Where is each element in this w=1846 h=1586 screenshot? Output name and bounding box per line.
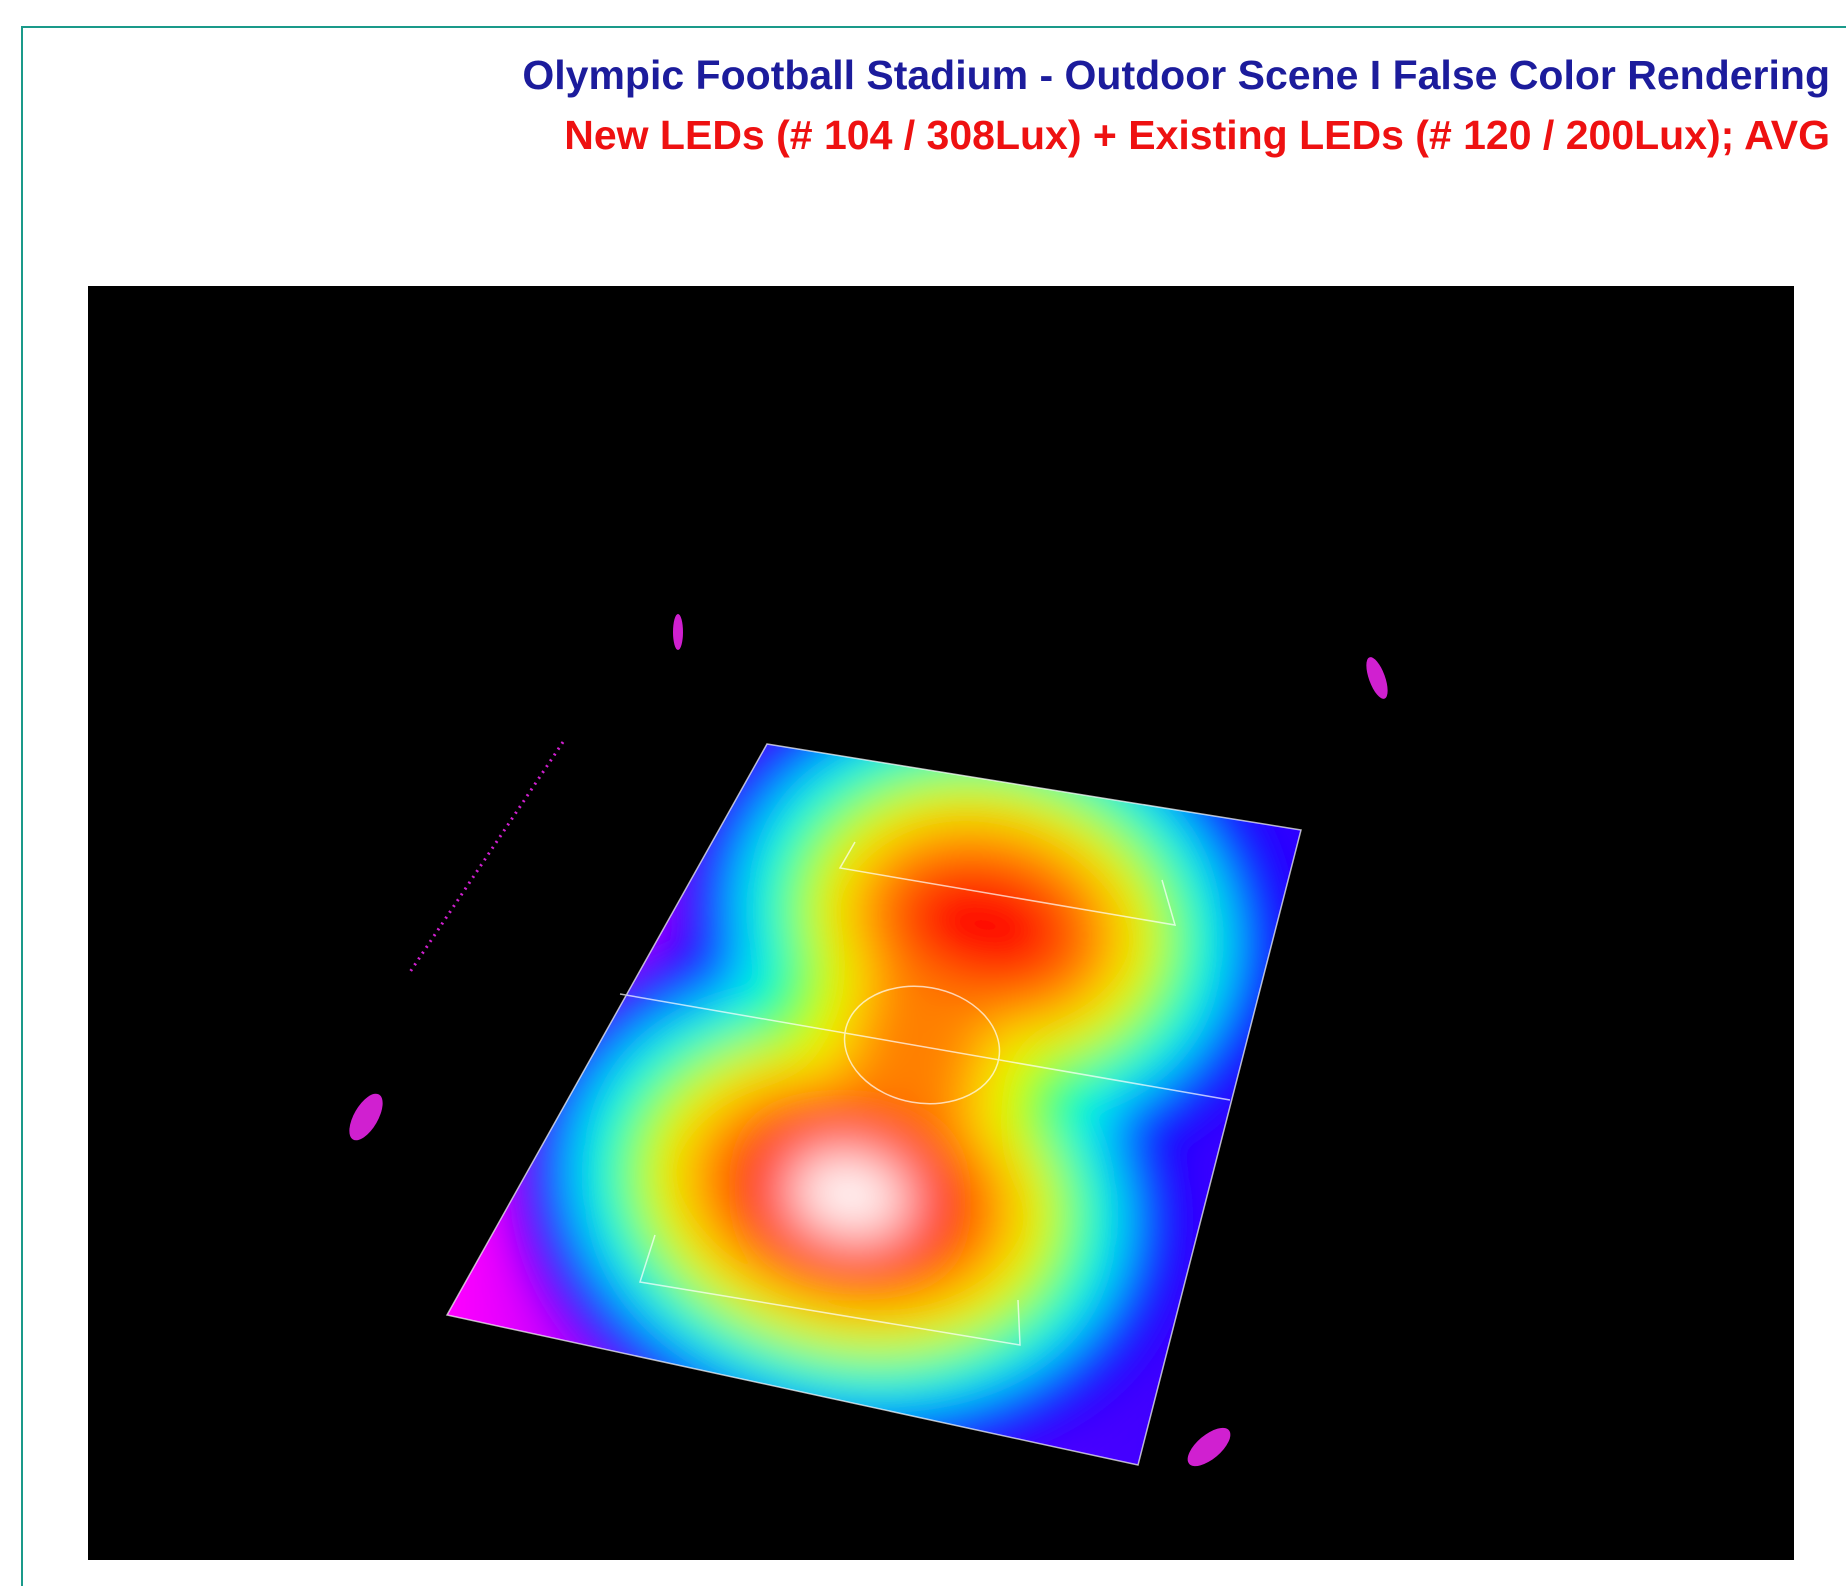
subtitle: New LEDs (# 104 / 308Lux) + Existing LED… <box>564 112 1830 158</box>
slide-frame <box>21 26 1846 1586</box>
rendering <box>88 286 1794 1560</box>
pitch-lines <box>445 743 1302 1466</box>
light-fixtures <box>349 614 1388 1467</box>
title: Olympic Football Stadium - Outdoor Scene… <box>522 52 1830 98</box>
heat-level <box>790 1153 910 1237</box>
heat-level <box>896 863 1074 987</box>
